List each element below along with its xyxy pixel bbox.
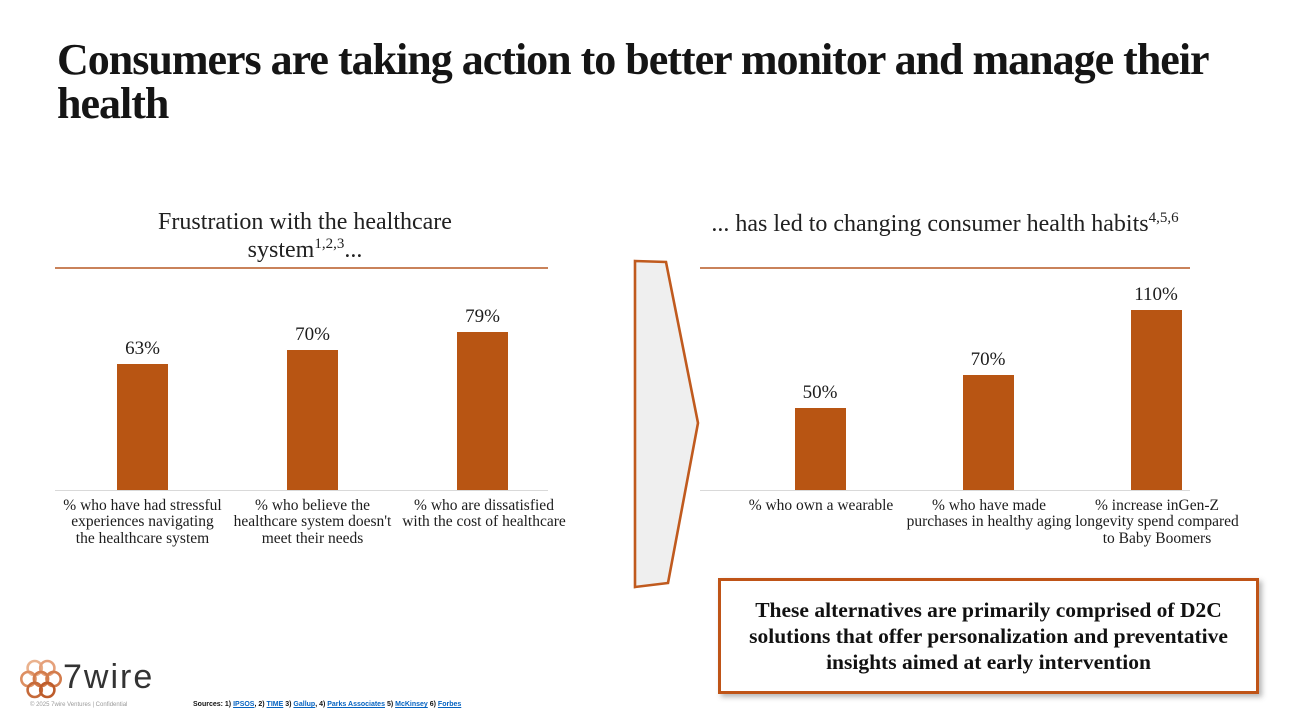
right-bar-chart: 50% 70% 110% [700, 282, 1190, 490]
right-chart-column: 50% [735, 282, 905, 490]
source-link[interactable]: Gallup [293, 701, 316, 708]
right-chart-column: 110% [1071, 282, 1241, 490]
data-label: 70% [295, 324, 330, 345]
bar [287, 350, 338, 490]
category-label: % increase inGen-Z longevity spend compa… [1075, 497, 1239, 547]
bar [1130, 310, 1182, 490]
left-chart-title-text: Frustration with the healthcare system [158, 209, 452, 263]
category-label: % who believe the healthcare system does… [233, 497, 392, 547]
right-chart-column: 70% [903, 282, 1073, 490]
bar [457, 332, 508, 490]
bar [794, 408, 846, 490]
right-arrow-shape [633, 259, 700, 589]
category-label: % who have had stressful experiences nav… [63, 497, 222, 547]
left-chart-title-footnotes: 1,2,3 [314, 235, 345, 252]
right-chart-title-footnotes: 4,5,6 [1148, 210, 1179, 226]
left-chart-axis-line [55, 490, 548, 491]
left-chart-column: 79% [400, 282, 565, 490]
sources-prefix: Sources: [193, 701, 225, 708]
right-chart-axis-line [700, 490, 1190, 491]
page-title: Consumers are taking action to better mo… [57, 35, 1209, 128]
category-label: % who own a wearable [748, 497, 894, 514]
left-chart-column: 70% [230, 282, 395, 490]
source-link[interactable]: Parks Associates [327, 701, 385, 708]
data-label: 110% [1134, 284, 1178, 305]
right-chart-title-text: ... has led to changing consumer health … [711, 211, 1149, 237]
bar [117, 364, 168, 490]
callout-box: These alternatives are primarily compris… [718, 578, 1259, 694]
category-label: % who have made purchases in healthy agi… [906, 497, 1072, 531]
source-link[interactable]: IPSOS [233, 701, 255, 708]
bar [962, 375, 1014, 490]
7wire-logo-icon [20, 659, 62, 699]
callout-text: These alternatives are primarily compris… [749, 597, 1228, 675]
left-title-underline [55, 267, 548, 269]
category-label: % who are dissatisfied with the cost of … [402, 497, 566, 531]
left-chart-column: 63% [60, 282, 225, 490]
data-label: 79% [465, 306, 500, 327]
right-title-underline [700, 267, 1190, 269]
left-chart-title-ellipsis: ... [344, 236, 363, 263]
data-label: 50% [802, 382, 838, 403]
left-chart-title: Frustration with the healthcare system1,… [100, 209, 510, 264]
copyright-text: © 2025 7wire Ventures | Confidential [30, 702, 128, 708]
sources-line: Sources: 1) IPSOS, 2) TIME 3) Gallup, 4)… [193, 701, 462, 708]
source-link[interactable]: McKinsey [395, 701, 428, 708]
data-label: 63% [125, 338, 160, 359]
right-chart-title: ... has led to changing consumer health … [710, 210, 1180, 238]
source-link[interactable]: TIME [266, 701, 284, 708]
7wire-logo-text: 7wire [63, 658, 155, 696]
source-link[interactable]: Forbes [437, 701, 462, 708]
left-bar-chart: 63% 70% 79% [55, 282, 548, 490]
data-label: 70% [970, 349, 1006, 370]
